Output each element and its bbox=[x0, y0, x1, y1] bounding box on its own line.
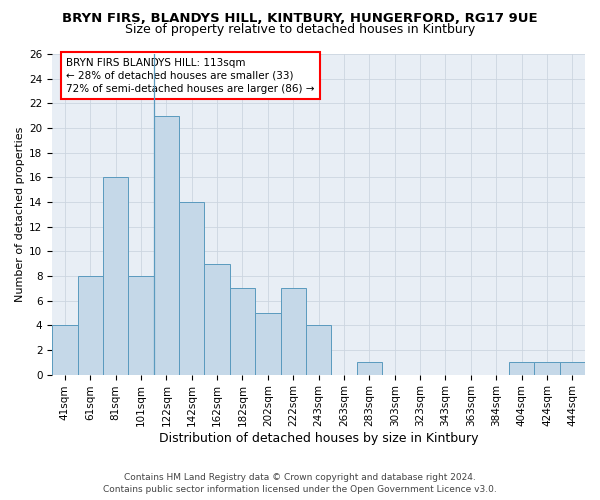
Bar bbox=[306, 326, 331, 374]
Bar bbox=[128, 276, 154, 374]
Bar bbox=[281, 288, 306, 374]
Bar bbox=[179, 202, 205, 374]
Bar bbox=[509, 362, 534, 374]
Bar bbox=[205, 264, 230, 374]
Bar bbox=[356, 362, 382, 374]
Bar bbox=[560, 362, 585, 374]
Text: Size of property relative to detached houses in Kintbury: Size of property relative to detached ho… bbox=[125, 22, 475, 36]
Bar bbox=[534, 362, 560, 374]
Text: BRYN FIRS BLANDYS HILL: 113sqm
← 28% of detached houses are smaller (33)
72% of : BRYN FIRS BLANDYS HILL: 113sqm ← 28% of … bbox=[66, 58, 314, 94]
Bar bbox=[255, 313, 281, 374]
Bar bbox=[154, 116, 179, 374]
Bar bbox=[230, 288, 255, 374]
Text: BRYN FIRS, BLANDYS HILL, KINTBURY, HUNGERFORD, RG17 9UE: BRYN FIRS, BLANDYS HILL, KINTBURY, HUNGE… bbox=[62, 12, 538, 26]
Bar bbox=[103, 178, 128, 374]
Bar bbox=[52, 326, 77, 374]
Y-axis label: Number of detached properties: Number of detached properties bbox=[15, 126, 25, 302]
X-axis label: Distribution of detached houses by size in Kintbury: Distribution of detached houses by size … bbox=[159, 432, 478, 445]
Text: Contains HM Land Registry data © Crown copyright and database right 2024.
Contai: Contains HM Land Registry data © Crown c… bbox=[103, 473, 497, 494]
Bar bbox=[77, 276, 103, 374]
